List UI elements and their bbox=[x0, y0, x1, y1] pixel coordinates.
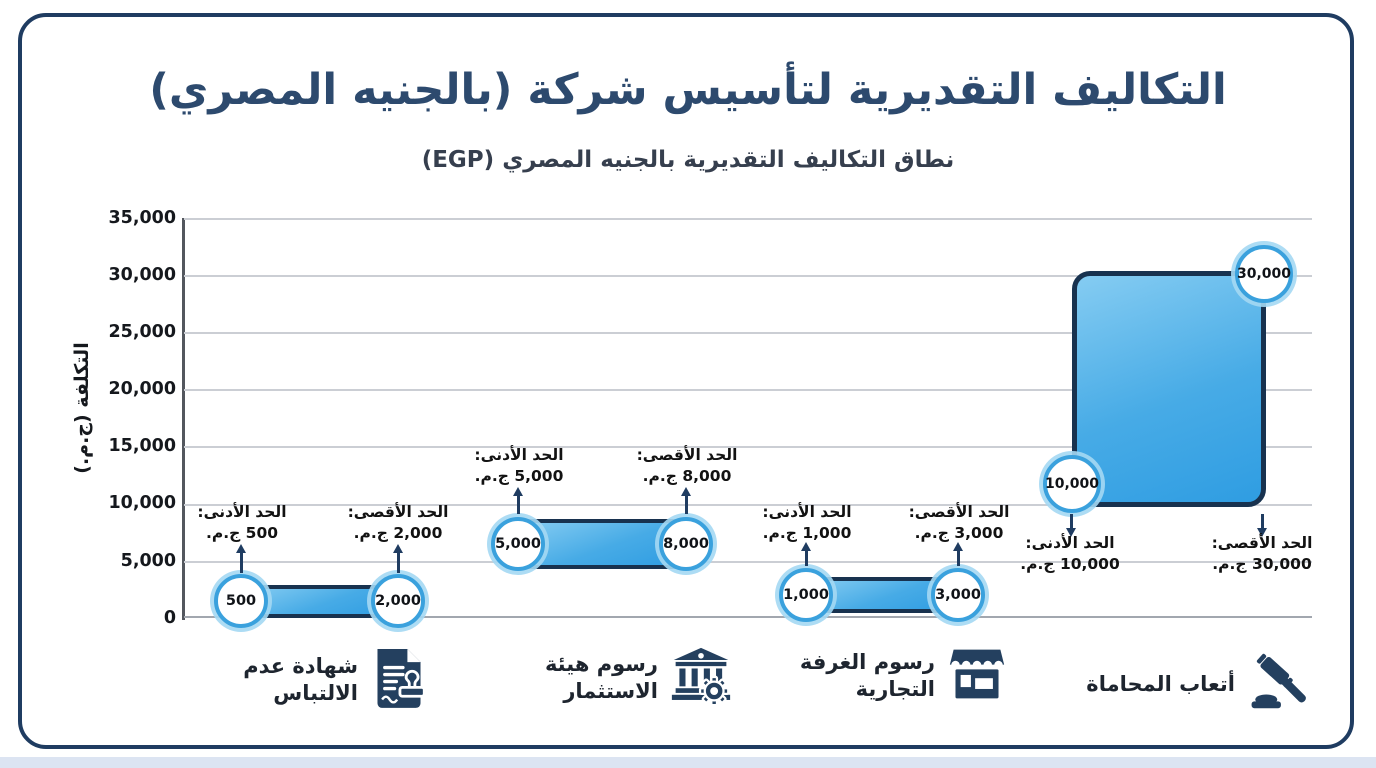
plot-area bbox=[182, 218, 1312, 620]
range-bar-investment bbox=[518, 519, 686, 569]
max-value-circle-investment: 8,000 bbox=[659, 517, 713, 571]
gridline-20000 bbox=[184, 389, 1312, 391]
gavel-icon bbox=[1247, 652, 1313, 718]
gridline-10000 bbox=[184, 504, 1312, 506]
y-axis-line bbox=[182, 218, 185, 620]
x-axis-line bbox=[184, 616, 1312, 618]
category-label: رسوم هيئة الاستثمار bbox=[544, 651, 658, 703]
annotation-min-investment: الحد الأدنى: 5,000 ج.م. bbox=[474, 446, 564, 486]
max-value-circle-certificate: 2,000 bbox=[371, 574, 425, 628]
arrow-down-icon bbox=[1257, 514, 1266, 537]
arrow-down-icon bbox=[1066, 514, 1075, 537]
annotation-max-chamber: الحد الأقصى: 3,000 ج.م. bbox=[908, 503, 1010, 543]
gridline-25000 bbox=[184, 332, 1312, 334]
y-tick-20000: 20,000 bbox=[108, 379, 176, 399]
gridline-5000 bbox=[184, 561, 1312, 563]
arrow-up-icon bbox=[681, 487, 690, 514]
annotation-min-chamber: الحد الأدنى: 1,000 ج.م. bbox=[762, 503, 852, 543]
category-label: شهادة عدم الالتباس bbox=[243, 653, 358, 705]
y-tick-35000: 35,000 bbox=[108, 208, 176, 228]
min-value-circle-chamber: 1,000 bbox=[779, 568, 833, 622]
category-lawyer: أتعاب المحاماة bbox=[1058, 652, 1313, 718]
bottom-accent-strip bbox=[0, 757, 1376, 768]
y-tick-25000: 25,000 bbox=[108, 322, 176, 342]
annotation-max-certificate: الحد الأقصى: 2,000 ج.م. bbox=[347, 503, 449, 543]
storefront-icon bbox=[947, 645, 1007, 707]
y-axis-title: التكلفة (ج.م.) bbox=[71, 342, 93, 474]
arrow-up-icon bbox=[236, 544, 245, 573]
annotation-min-lawyer: الحد الأدنى: 10,000 ج.م. bbox=[1020, 534, 1120, 574]
category-label: رسوم الغرفة التجارية bbox=[799, 649, 935, 701]
category-label: أتعاب المحاماة bbox=[1086, 672, 1235, 697]
y-tick-30000: 30,000 bbox=[108, 265, 176, 285]
page-title: التكاليف التقديرية لتأسيس شركة (بالجنيه … bbox=[149, 64, 1227, 115]
border-frame bbox=[18, 13, 1354, 749]
document-stamp-icon bbox=[370, 646, 428, 714]
range-bar-lawyer bbox=[1072, 271, 1266, 507]
arrow-up-icon bbox=[801, 542, 810, 566]
arrow-up-icon bbox=[953, 542, 962, 566]
min-value-circle-certificate: 500 bbox=[214, 574, 268, 628]
gridline-15000 bbox=[184, 446, 1312, 448]
category-investment: رسوم هيئة الاستثمار bbox=[528, 645, 732, 711]
min-value-circle-lawyer: 10,000 bbox=[1043, 455, 1101, 513]
annotation-max-investment: الحد الأقصى: 8,000 ج.م. bbox=[636, 446, 738, 486]
arrow-up-icon bbox=[513, 487, 522, 514]
y-tick-15000: 15,000 bbox=[108, 436, 176, 456]
gridline-35000 bbox=[184, 218, 1312, 220]
y-tick-5000: 5,000 bbox=[120, 551, 176, 571]
bank-gear-icon bbox=[670, 645, 732, 711]
y-tick-0: 0 bbox=[163, 608, 176, 628]
annotation-max-lawyer: الحد الأقصى: 30,000 ج.م. bbox=[1211, 534, 1313, 574]
min-value-circle-investment: 5,000 bbox=[491, 517, 545, 571]
gridline-30000 bbox=[184, 275, 1312, 277]
category-certificate: شهادة عدم الالتباس bbox=[226, 646, 428, 714]
category-chamber: رسوم الغرفة التجارية bbox=[795, 645, 1007, 707]
chart-subtitle: نطاق التكاليف التقديرية بالجنيه المصري (… bbox=[421, 147, 955, 173]
annotation-min-certificate: الحد الأدنى: 500 ج.م. bbox=[197, 503, 287, 543]
arrow-up-icon bbox=[393, 544, 402, 573]
max-value-circle-chamber: 3,000 bbox=[931, 568, 985, 622]
max-value-circle-lawyer: 30,000 bbox=[1235, 245, 1293, 303]
y-tick-10000: 10,000 bbox=[108, 493, 176, 513]
